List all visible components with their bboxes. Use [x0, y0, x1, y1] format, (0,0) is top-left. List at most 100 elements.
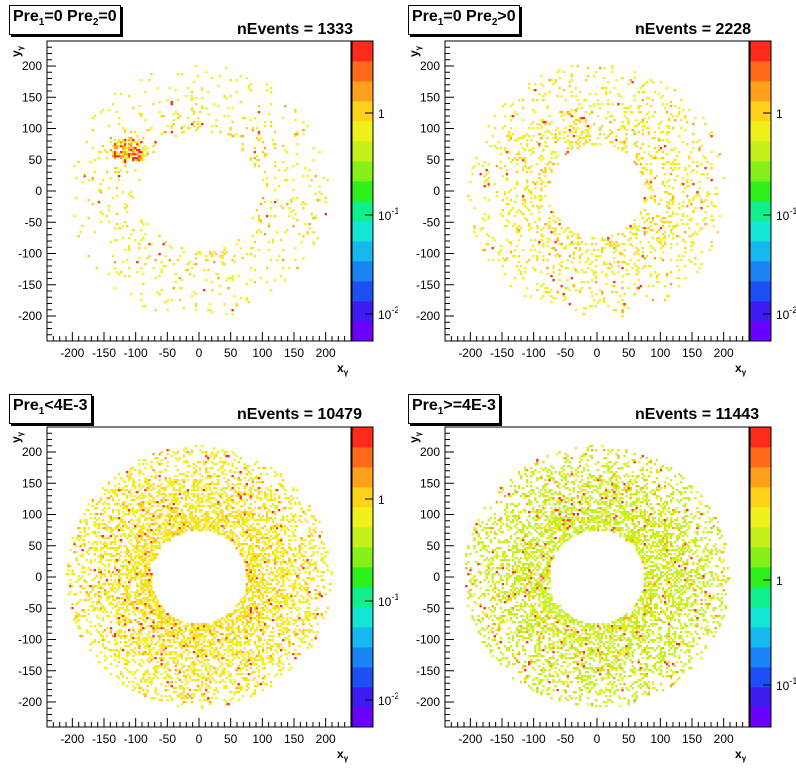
heatmap-cell	[659, 198, 663, 202]
heatmap-cell	[205, 278, 208, 282]
heatmap-cell	[519, 234, 523, 238]
heatmap-cell	[548, 204, 551, 208]
heatmap-cell	[136, 620, 139, 624]
heatmap-cell	[552, 162, 555, 166]
heatmap-cell	[97, 524, 100, 528]
heatmap-cell	[647, 132, 650, 136]
heatmap-cell	[136, 598, 139, 602]
heatmap-cell	[182, 664, 186, 668]
heatmap-cell	[75, 558, 78, 562]
heatmap-cell	[633, 76, 636, 80]
heatmap-cell	[199, 518, 202, 522]
heatmap-cell	[538, 194, 541, 198]
heatmap-cell	[278, 168, 281, 172]
heatmap-cell	[184, 490, 188, 494]
heatmap-cell	[540, 238, 543, 242]
heatmap-cell	[507, 202, 511, 206]
heatmap-cell	[649, 244, 653, 248]
heatmap-cell	[162, 488, 165, 492]
heatmap-cell	[158, 512, 161, 516]
heatmap-cell	[128, 94, 131, 98]
heatmap-cell	[578, 288, 582, 292]
heatmap-cell	[499, 212, 503, 216]
heatmap-cell	[146, 534, 149, 538]
heatmap-cell	[160, 132, 163, 136]
heatmap-cell	[570, 230, 573, 234]
heatmap-cell	[156, 634, 159, 638]
heatmap-cell	[649, 180, 653, 184]
heatmap-cell	[639, 170, 642, 174]
heatmap-cell	[574, 86, 578, 90]
heatmap-cell	[207, 258, 210, 262]
heatmap-cell	[213, 260, 216, 264]
heatmap-cell	[144, 154, 147, 158]
heatmap-cell	[625, 128, 628, 132]
heatmap-cell	[126, 474, 129, 478]
heatmap-cell	[617, 102, 620, 106]
heatmap-cell	[558, 68, 561, 72]
heatmap-cell	[140, 154, 143, 158]
color-scale-bar: 110-110-2	[749, 40, 796, 342]
heatmap-cell	[134, 554, 137, 558]
heatmap-cell	[140, 550, 143, 554]
heatmap-cell	[140, 658, 143, 662]
heatmap-cell	[217, 532, 220, 536]
heatmap-cell	[144, 610, 147, 614]
heatmap-cell	[73, 592, 76, 596]
heatmap-cell	[105, 524, 109, 528]
heatmap-cell	[647, 186, 650, 190]
heatmap-cell	[223, 684, 226, 688]
heatmap-cell	[267, 248, 271, 252]
heatmap-cell	[119, 516, 123, 520]
heatmap-cell	[99, 540, 103, 544]
heatmap-cell	[91, 588, 94, 592]
heatmap-cell	[522, 118, 525, 122]
heatmap-cell	[128, 592, 131, 596]
heatmap-cell	[140, 624, 143, 628]
heatmap-cell	[192, 472, 196, 476]
heatmap-cell	[134, 636, 137, 640]
heatmap-cell	[698, 146, 701, 150]
heatmap-cell	[178, 276, 182, 280]
heatmap-cell	[152, 512, 155, 516]
heatmap-cell	[556, 162, 559, 166]
heatmap-cell	[126, 586, 129, 590]
heatmap-cell	[121, 478, 125, 482]
y-tick-label: -100	[416, 247, 440, 261]
heatmap-cell	[225, 250, 228, 254]
heatmap-cell	[203, 674, 206, 678]
heatmap-cell	[138, 686, 141, 690]
heatmap-cell	[144, 144, 147, 148]
heatmap-cell	[671, 236, 675, 240]
heatmap-cell	[140, 568, 143, 572]
heatmap-cell	[194, 252, 198, 256]
heatmap-cell	[219, 504, 222, 508]
heatmap-cell	[213, 656, 216, 660]
heatmap-cell	[213, 650, 216, 654]
heatmap-cell	[174, 530, 178, 534]
heatmap-cell	[128, 670, 131, 674]
heatmap-cell	[635, 144, 638, 148]
heatmap-cell	[201, 518, 204, 522]
heatmap-cell	[164, 478, 167, 482]
heatmap-cell	[93, 576, 96, 580]
heatmap-cell	[113, 484, 117, 488]
heatmap-cell	[546, 222, 549, 226]
heatmap-cell	[103, 148, 107, 152]
heatmap-cell	[148, 580, 151, 584]
heatmap-cell	[162, 666, 165, 670]
heatmap-cell	[158, 100, 161, 104]
heatmap-cell	[286, 178, 289, 182]
heatmap-cell	[532, 244, 535, 248]
heatmap-cell	[467, 194, 470, 198]
heatmap-cell	[93, 522, 96, 526]
heatmap-cell	[615, 78, 618, 82]
heatmap-cell	[213, 492, 216, 496]
heatmap-cell	[586, 134, 590, 138]
heatmap-cell	[221, 532, 224, 536]
color-scale-step	[750, 81, 771, 102]
heatmap-cell	[172, 632, 175, 636]
heatmap-cell	[588, 126, 592, 130]
heatmap-cell	[217, 640, 220, 644]
heatmap-cell	[81, 586, 84, 590]
